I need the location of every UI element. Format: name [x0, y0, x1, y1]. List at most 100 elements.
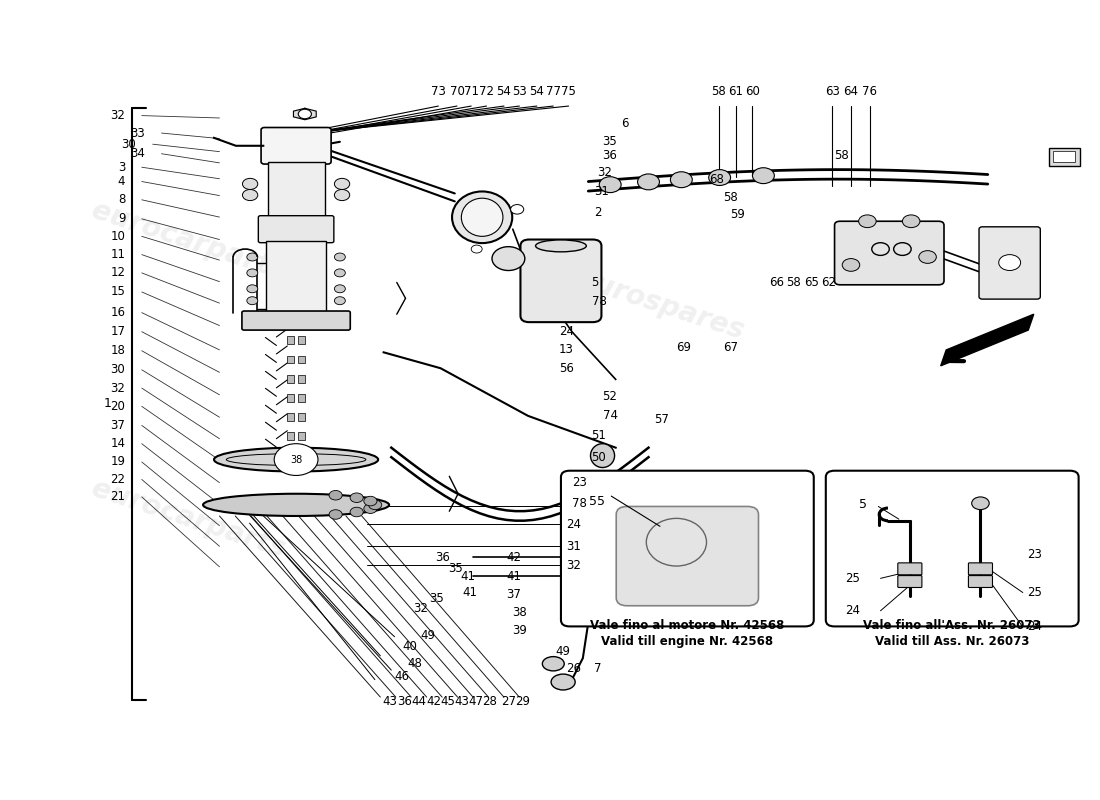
Text: 45: 45	[441, 695, 455, 708]
Text: 73: 73	[431, 85, 446, 98]
Text: 37: 37	[110, 419, 125, 432]
Text: 3: 3	[118, 161, 125, 174]
Text: 75: 75	[561, 85, 576, 98]
Circle shape	[334, 285, 345, 293]
Text: 14: 14	[110, 437, 125, 450]
Text: 11: 11	[110, 248, 125, 261]
Text: 29: 29	[515, 695, 530, 708]
Text: 78: 78	[592, 295, 606, 308]
FancyBboxPatch shape	[898, 563, 922, 574]
Text: 58: 58	[723, 191, 738, 204]
Circle shape	[971, 497, 989, 510]
Bar	[287, 374, 294, 382]
Text: 59: 59	[730, 208, 746, 222]
Text: 49: 49	[421, 629, 436, 642]
FancyBboxPatch shape	[242, 311, 350, 330]
Ellipse shape	[647, 518, 706, 566]
Text: 48: 48	[408, 658, 422, 670]
Text: 49: 49	[556, 645, 571, 658]
Text: 40: 40	[403, 640, 417, 653]
Bar	[298, 337, 305, 344]
Text: 24: 24	[559, 325, 574, 338]
Bar	[1049, 148, 1080, 166]
Bar	[298, 374, 305, 382]
Bar	[267, 162, 324, 218]
Ellipse shape	[542, 657, 564, 671]
Text: 10: 10	[110, 230, 125, 243]
Text: 53: 53	[512, 85, 527, 98]
Circle shape	[334, 190, 350, 201]
Text: 32: 32	[110, 382, 125, 394]
Bar	[287, 394, 294, 402]
Text: 43: 43	[383, 695, 397, 708]
Text: 67: 67	[723, 341, 738, 354]
Circle shape	[334, 178, 350, 190]
Text: 32: 32	[414, 602, 428, 614]
Text: 72: 72	[478, 85, 494, 98]
Circle shape	[246, 297, 257, 305]
FancyBboxPatch shape	[258, 216, 333, 242]
Text: 66: 66	[769, 276, 784, 289]
Text: 41: 41	[462, 586, 477, 598]
Text: 78: 78	[572, 497, 586, 510]
Bar	[287, 413, 294, 421]
Text: 25: 25	[1027, 586, 1043, 599]
FancyBboxPatch shape	[968, 575, 992, 587]
Text: eurocarparts: eurocarparts	[88, 474, 289, 564]
Text: 5: 5	[592, 276, 600, 289]
FancyBboxPatch shape	[826, 470, 1079, 626]
Text: 55: 55	[590, 494, 605, 507]
Circle shape	[843, 258, 860, 271]
Circle shape	[246, 253, 257, 261]
Text: 44: 44	[411, 695, 426, 708]
Bar	[298, 413, 305, 421]
Text: eurocarparts: eurocarparts	[88, 197, 289, 286]
Text: 2: 2	[594, 206, 602, 219]
Text: 35: 35	[430, 592, 444, 605]
Text: 27: 27	[500, 695, 516, 708]
Text: 16: 16	[110, 306, 125, 319]
Text: 39: 39	[512, 624, 527, 637]
Text: 32: 32	[597, 166, 612, 179]
Text: 68: 68	[708, 173, 724, 186]
Text: 7: 7	[594, 662, 602, 675]
Text: 38: 38	[290, 454, 303, 465]
Circle shape	[510, 205, 524, 214]
Text: 47: 47	[468, 695, 483, 708]
Circle shape	[298, 110, 311, 118]
Text: 52: 52	[603, 390, 617, 402]
Circle shape	[364, 504, 377, 514]
Text: 36: 36	[436, 550, 450, 564]
Circle shape	[350, 493, 363, 502]
Ellipse shape	[591, 444, 615, 467]
Text: 21: 21	[110, 490, 125, 503]
Text: 26: 26	[566, 662, 582, 675]
Circle shape	[708, 170, 730, 186]
Text: 20: 20	[110, 400, 125, 413]
Circle shape	[242, 178, 257, 190]
FancyBboxPatch shape	[616, 506, 759, 606]
FancyBboxPatch shape	[520, 239, 602, 322]
Text: 6: 6	[621, 117, 628, 130]
Bar	[298, 355, 305, 363]
Text: 33: 33	[130, 126, 145, 139]
Circle shape	[246, 269, 257, 277]
Circle shape	[334, 297, 345, 305]
Circle shape	[471, 245, 482, 253]
Text: 50: 50	[592, 450, 606, 464]
Text: 74: 74	[603, 410, 617, 422]
Ellipse shape	[551, 674, 575, 690]
Text: 57: 57	[654, 413, 669, 426]
Text: 31: 31	[566, 540, 581, 553]
Text: 58: 58	[786, 276, 801, 289]
Text: eurospares: eurospares	[572, 502, 747, 583]
Circle shape	[859, 215, 876, 228]
Ellipse shape	[452, 191, 513, 243]
Text: 25: 25	[846, 572, 860, 585]
Text: 63: 63	[825, 85, 839, 98]
Text: 4: 4	[118, 175, 125, 188]
Bar	[287, 355, 294, 363]
Text: 71: 71	[464, 85, 478, 98]
Circle shape	[334, 253, 345, 261]
Text: 32: 32	[566, 558, 581, 572]
